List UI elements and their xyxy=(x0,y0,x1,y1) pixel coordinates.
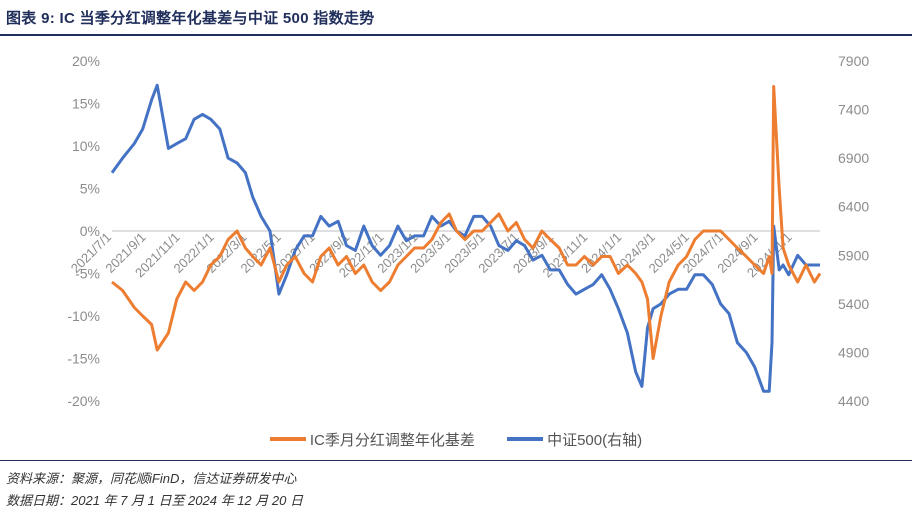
y-right-tick-label: 4900 xyxy=(838,344,869,360)
y-left-tick-label: 20% xyxy=(72,53,100,69)
footer-divider xyxy=(0,460,912,461)
page-title: 图表 9: IC 当季分红调整年化基差与中证 500 指数走势 xyxy=(6,10,375,27)
series-layer xyxy=(110,83,822,393)
legend-item-basis: IC季月分红调整年化基差 xyxy=(269,429,475,450)
y-right-tick-label: 7400 xyxy=(838,102,869,118)
y-left-tick-label: -10% xyxy=(67,308,100,324)
y-right-tick-label: 4400 xyxy=(838,393,869,409)
legend-label-csi500: 中证500(右轴) xyxy=(547,431,643,449)
y-left-tick-label: -20% xyxy=(67,393,100,409)
source-note: 资料来源：聚源，同花顺iFinD，信达证券研发中心 xyxy=(6,471,297,486)
y-right-tick-label: 6900 xyxy=(838,150,869,166)
y-left-tick-label: -15% xyxy=(67,351,100,367)
title-divider xyxy=(0,34,912,36)
legend-item-csi500: 中证500(右轴) xyxy=(507,429,642,450)
y-left-tick-label: 5% xyxy=(80,181,100,197)
y-right-tick-label: 5900 xyxy=(838,247,869,263)
y-left-axis: -20% -15% -10% -5% 0% 5% 10% 15% 20% xyxy=(67,53,100,409)
y-left-tick-label: 15% xyxy=(72,96,100,112)
legend-label-basis: IC季月分红调整年化基差 xyxy=(309,431,475,449)
series-line-csi500 xyxy=(110,83,820,393)
y-left-tick-label: 0% xyxy=(80,223,100,239)
chart: -20% -15% -10% -5% 0% 5% 10% 15% 20% 4400 4900 540… xyxy=(67,53,869,409)
date-note: 数据日期：2021 年 7 月 1 日至 2024 年 12 月 20 日 xyxy=(6,493,303,508)
y-right-axis: 4400 4900 5400 5900 6400 6900 7400 7900 xyxy=(838,53,869,409)
y-left-tick-label: 10% xyxy=(72,138,100,154)
legend: IC季月分红调整年化基差 中证500(右轴) xyxy=(0,428,912,450)
y-left-tick-label: -5% xyxy=(75,266,100,282)
y-right-tick-label: 7900 xyxy=(838,53,869,69)
series-line-basis xyxy=(111,85,822,360)
y-right-tick-label: 6400 xyxy=(838,199,869,215)
legend-swatch-basis xyxy=(269,437,306,441)
legend-swatch-csi500 xyxy=(507,437,544,441)
y-right-tick-label: 5400 xyxy=(838,296,869,312)
